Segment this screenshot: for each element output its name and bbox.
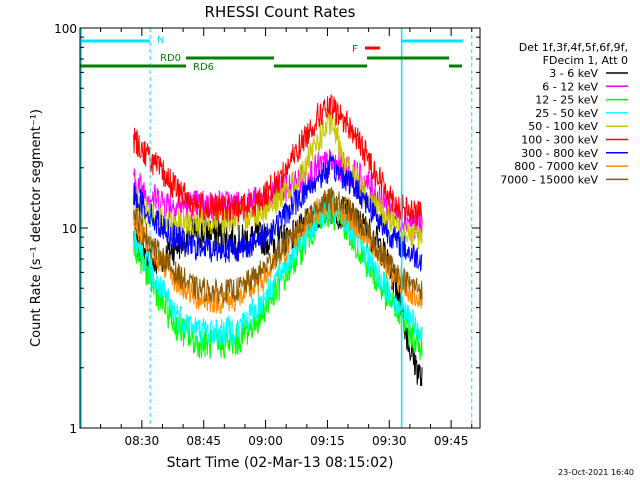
attenuator-label: N (157, 35, 164, 46)
legend-entry-label: 6 - 12 keV (542, 80, 598, 93)
y-tick-label: 100 (54, 22, 77, 36)
series-line (133, 186, 423, 304)
legend-entry-label: 800 - 7000 keV (514, 160, 598, 173)
series-line (133, 109, 423, 250)
x-tick-label: 09:30 (372, 434, 407, 448)
legend-entry-label: 300 - 800 keV (521, 147, 598, 160)
y-tick-label: 1 (69, 422, 77, 436)
x-tick-label: 08:45 (186, 434, 221, 448)
y-axis-label: Count Rate (s⁻¹ detector segment⁻¹) (29, 109, 44, 347)
series-layer (133, 94, 423, 387)
legend-entry-label: 100 - 300 keV (521, 134, 598, 147)
x-tick-label: 09:45 (434, 434, 469, 448)
rd0-label: RD0 (160, 53, 181, 64)
legend-entry-label: 12 - 25 keV (535, 94, 598, 107)
series-line (133, 154, 423, 272)
axis-layer: 08:30 08:45 09:00 09:15 09:30 09:45 1 10 100 (54, 22, 480, 448)
y-tick-label: 10 (62, 222, 77, 236)
legend-entry-label: 25 - 50 keV (535, 107, 598, 120)
x-axis-label: Start Time (02-Mar-13 08:15:02) (167, 455, 394, 471)
x-tick-label: 09:15 (310, 434, 345, 448)
flare-label: F (352, 44, 358, 55)
legend-header-line-1: Det 1f,3f,4f,5f,6f,9f, (519, 41, 628, 54)
x-tick-label: 09:00 (248, 434, 283, 448)
footer-date: 23-Oct-2021 16:40 (558, 468, 634, 477)
x-tick-label: 08:30 (125, 434, 160, 448)
legend-entry-label: 7000 - 15000 keV (500, 173, 598, 186)
annotation-layer: N F RD0 RD6 (80, 28, 473, 428)
legend-entry-label: 3 - 6 keV (549, 67, 598, 80)
series-line (133, 194, 423, 347)
legend: Det 1f,3f,4f,5f,6f,9f, FDecim 1, Att 0 3… (500, 41, 628, 186)
chart-title: RHESSI Count Rates (205, 3, 356, 21)
legend-header-line-2: FDecim 1, Att 0 (543, 54, 628, 67)
series-line (133, 94, 423, 226)
legend-entry-label: 50 - 100 keV (528, 120, 598, 133)
rd6-label: RD6 (193, 62, 214, 73)
